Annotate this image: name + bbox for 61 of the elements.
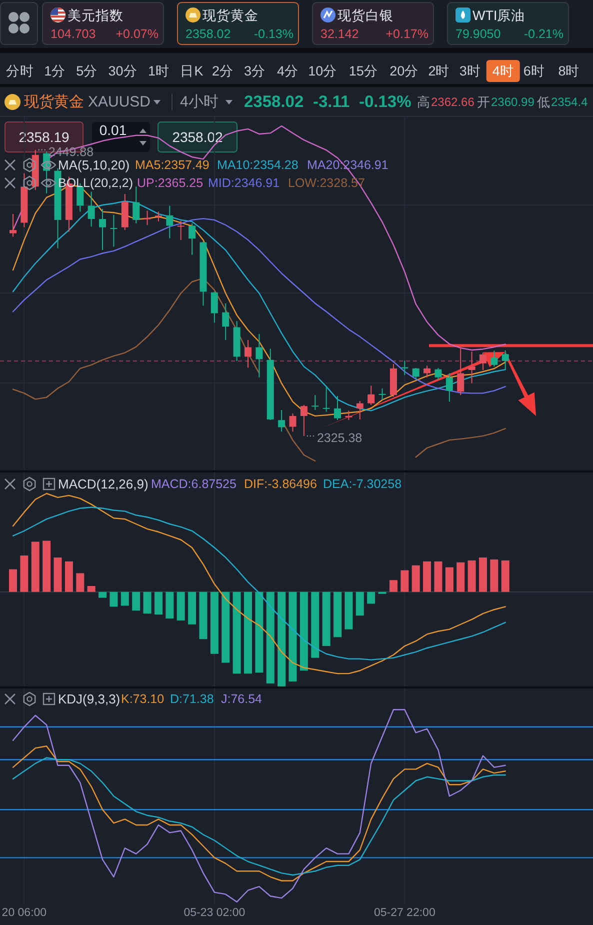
annotation: MACD:6.87525 <box>151 477 236 491</box>
legend-label: D:71.38 <box>170 692 214 706</box>
input-value: 2358.19 <box>18 129 70 145</box>
legend-label: DEA:-7.30258 <box>323 477 402 491</box>
legend-label: MID:2346.91 <box>208 176 280 190</box>
button-label: 1分 <box>44 64 66 78</box>
button-label: 分时 <box>6 64 34 78</box>
info-label: -0.13% <box>359 93 412 111</box>
legend-label: MA5:2357.49 <box>135 158 210 172</box>
card-price: 104.703 <box>50 27 96 41</box>
button-label: 3时 <box>459 64 481 78</box>
tick-label: 05-27 22:00 <box>374 907 436 919</box>
button-label: 4时 <box>492 64 514 78</box>
button-label: 1时 <box>148 64 170 78</box>
info-label: 4小时 <box>180 94 218 110</box>
button-label: 6时 <box>523 64 545 78</box>
info-label: 2362.66 <box>431 95 474 109</box>
info-label: 低 <box>537 94 550 110</box>
info-label: 2360.99 <box>491 95 534 109</box>
button-label: 30分 <box>108 64 138 78</box>
button-label: 20分 <box>390 64 419 78</box>
card-change: +0.17% <box>386 27 428 41</box>
info-label: 2358.02 <box>244 93 304 111</box>
legend-title: MA(5,10,20) <box>58 158 130 172</box>
button-label: 5分 <box>76 64 98 78</box>
info-label: 高 <box>417 94 430 110</box>
card-price: 2358.02 <box>186 27 231 41</box>
info-label: 2354.4 <box>551 95 588 109</box>
button-label: 4分 <box>276 64 298 78</box>
input-value: 0.01 <box>99 122 127 138</box>
tick-label: 05-23 02:00 <box>184 907 246 919</box>
button-label: 15分 <box>348 64 378 78</box>
info-label: -3.11 <box>313 93 350 111</box>
card-change: +0.07% <box>116 27 158 41</box>
button-label: 3分 <box>244 64 266 78</box>
info-label: 开 <box>477 94 490 110</box>
info-label: XAUUSD <box>88 94 151 110</box>
input-value: 2358.02 <box>172 129 223 145</box>
legend-label: K:73.10 <box>121 692 164 706</box>
card-name: WTI原油 <box>472 8 526 23</box>
annotation: 2325.38 <box>316 431 362 445</box>
button-label: 8时 <box>558 64 580 78</box>
card-price: 79.9050 <box>456 27 501 41</box>
card-name: 现货白银 <box>338 8 394 23</box>
legend-title: MACD(12,26,9) <box>58 476 148 492</box>
legend-label: DIF:-3.86496 <box>244 477 317 491</box>
tick-label: 20 06:00 <box>2 907 47 919</box>
button-label: 2分 <box>212 64 234 78</box>
legend-label: MA10:2354.28 <box>217 158 298 172</box>
card-price: 32.142 <box>320 27 359 41</box>
card-name: 现货黄金 <box>202 8 258 23</box>
button-label: 2时 <box>428 64 450 78</box>
button-label: 10分 <box>308 64 338 78</box>
info-label: 现货黄金 <box>24 94 84 110</box>
card-change: -0.21% <box>524 27 564 41</box>
legend-label: J:76.54 <box>221 692 262 706</box>
legend-title: KDJ(9,3,3) <box>58 692 120 706</box>
button-label: 日K <box>180 64 204 78</box>
card-name: 美元指数 <box>68 8 124 23</box>
legend-label: UP:2365.25 <box>137 176 204 190</box>
card-change: -0.13% <box>254 27 294 41</box>
